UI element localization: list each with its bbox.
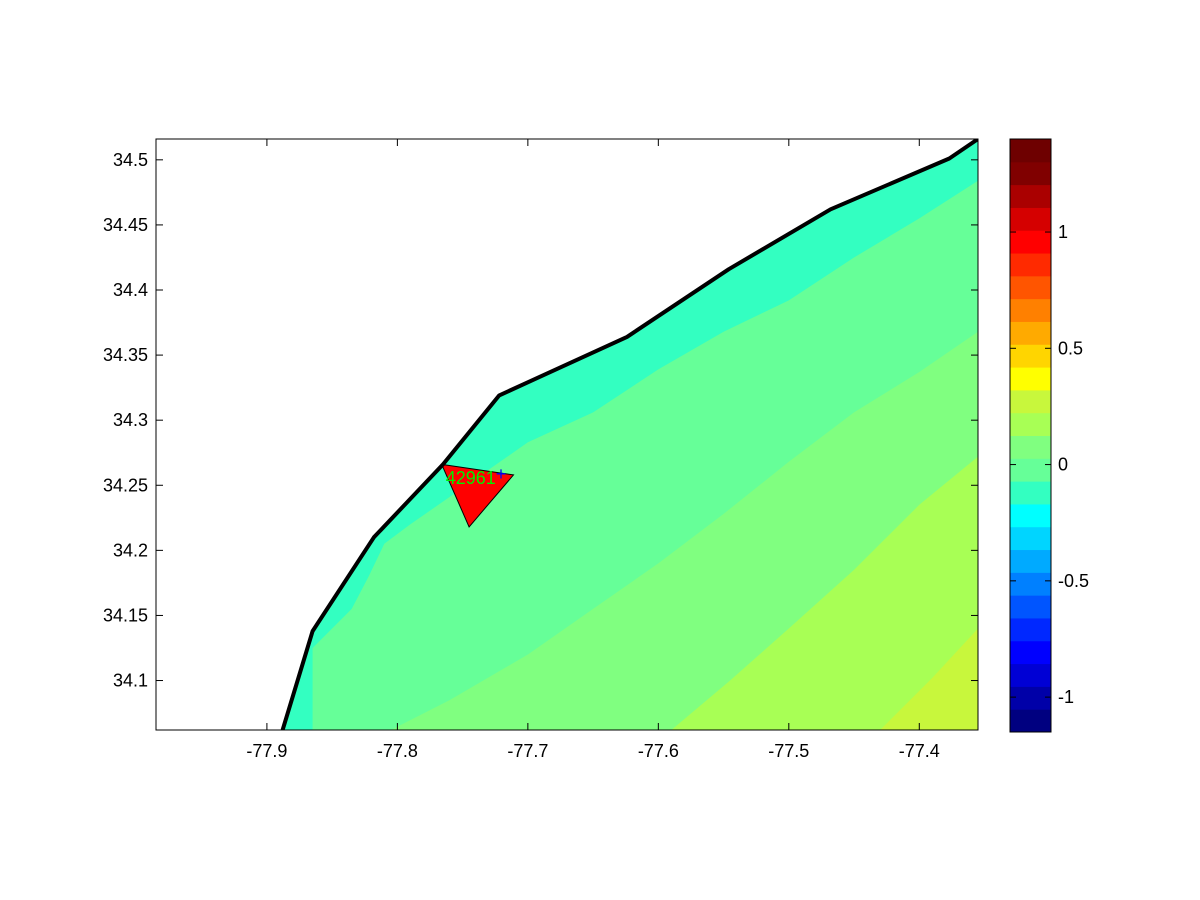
- colorbar-block: [1010, 481, 1051, 505]
- buoy-marker-layer: 42961 +: [440, 463, 515, 528]
- plot-frame: [155, 138, 979, 731]
- colorbar-blocks: [1010, 139, 1051, 733]
- contour-bands: [282, 139, 978, 730]
- coastline: [280, 139, 978, 730]
- x-tick-label: -77.7: [507, 741, 548, 761]
- y-tick-label: 34.2: [113, 540, 148, 560]
- colorbar-block: [1010, 549, 1051, 573]
- y-tick-label: 34.25: [103, 475, 148, 495]
- colorbar-block: [1010, 253, 1051, 277]
- colorbar-block: [1010, 412, 1051, 436]
- colorbar-block: [1010, 595, 1051, 619]
- y-tick-label: 34.15: [103, 605, 148, 625]
- contour-band-3: [671, 456, 978, 730]
- colorbar-block: [1010, 663, 1051, 687]
- colorbar-block: [1010, 321, 1051, 345]
- y-tick-label: 34.1: [113, 671, 148, 691]
- colorbar-frame: [1009, 138, 1052, 733]
- colorbar-block: [1010, 617, 1051, 642]
- x-tick-label: -77.4: [899, 741, 940, 761]
- buoy-label: 42961: [446, 468, 496, 488]
- colorbar-tick-label: 0.5: [1058, 338, 1083, 358]
- y-tick-label: 34.45: [103, 215, 148, 235]
- colorbar-block: [1010, 184, 1051, 208]
- colorbar-tick-label: 1: [1058, 222, 1068, 242]
- y-tick-label: 34.5: [113, 150, 148, 170]
- colorbar-block: [1010, 207, 1051, 231]
- colorbar-block: [1010, 686, 1051, 710]
- x-axis: -77.9 -77.8 -77.7 -77.6 -77.5 -77.4: [246, 139, 940, 761]
- plot-area: 42961 + -77.9 -77.8 -77.7 -77.6 -77.5 -77.4 34…: [103, 138, 979, 761]
- colorbar-block: [1010, 709, 1051, 733]
- colorbar-tick-label: -1: [1058, 687, 1074, 707]
- colorbar-block: [1010, 435, 1051, 459]
- x-tick-label: -77.9: [246, 741, 287, 761]
- colorbar: -1 -0.5 0 0.5 1: [1009, 138, 1089, 733]
- colorbar-tick-label: 0: [1058, 455, 1068, 475]
- y-tick-label: 34.3: [113, 410, 148, 430]
- x-tick-label: -77.6: [638, 741, 679, 761]
- colorbar-block: [1010, 572, 1051, 596]
- colorbar-block: [1010, 640, 1051, 665]
- colorbar-block: [1010, 230, 1051, 254]
- colorbar-block: [1010, 367, 1051, 391]
- colorbar-block: [1010, 298, 1051, 322]
- contour-band-4: [880, 628, 978, 730]
- colorbar-block: [1010, 389, 1051, 414]
- buoy-triangle: [440, 463, 515, 528]
- colorbar-block: [1010, 526, 1051, 551]
- colorbar-block: [1010, 344, 1051, 368]
- y-axis: 34.1 34.15 34.2 34.25 34.3 34.35 34.4 34.45 34.5: [103, 150, 978, 691]
- y-tick-label: 34.35: [103, 345, 148, 365]
- y-tick-label: 34.4: [113, 280, 148, 300]
- x-tick-label: -77.5: [768, 741, 809, 761]
- colorbar-block: [1010, 503, 1051, 528]
- colorbar-ticks: -1 -0.5 0 0.5 1: [1010, 222, 1089, 707]
- colorbar-tick-label: -0.5: [1058, 571, 1089, 591]
- colorbar-block: [1010, 275, 1051, 300]
- buoy-plus-icon: +: [496, 464, 507, 484]
- colorbar-block: [1010, 458, 1051, 482]
- colorbar-block: [1010, 139, 1051, 163]
- colorbar-block: [1010, 161, 1051, 186]
- x-tick-label: -77.8: [377, 741, 418, 761]
